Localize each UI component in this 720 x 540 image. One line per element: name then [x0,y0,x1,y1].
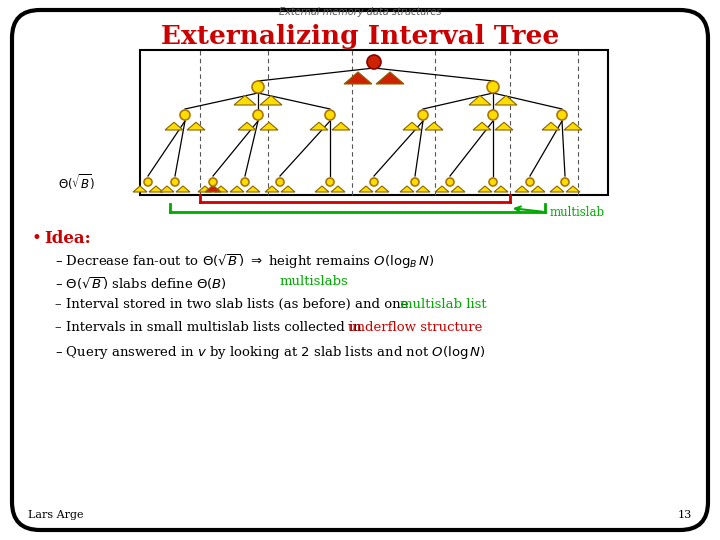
Polygon shape [344,72,372,84]
Polygon shape [478,186,492,192]
Circle shape [487,81,499,93]
Polygon shape [359,186,373,192]
Circle shape [171,178,179,186]
Polygon shape [265,186,279,192]
Polygon shape [376,72,404,84]
Polygon shape [332,122,350,130]
Polygon shape [310,122,328,130]
Polygon shape [531,186,545,192]
Text: 13: 13 [678,510,692,520]
Polygon shape [214,186,228,192]
Polygon shape [246,186,260,192]
Polygon shape [205,185,221,192]
Text: – $\Theta(\sqrt{B})$ slabs define $\Theta(B)$: – $\Theta(\sqrt{B})$ slabs define $\Thet… [55,275,228,292]
Polygon shape [403,122,421,130]
Text: Externalizing Interval Tree: Externalizing Interval Tree [161,24,559,49]
Circle shape [276,178,284,186]
Polygon shape [435,186,449,192]
Polygon shape [260,122,278,130]
Polygon shape [234,96,256,105]
Polygon shape [160,186,174,192]
Polygon shape [187,122,205,130]
Polygon shape [473,122,491,130]
Circle shape [418,110,428,120]
Polygon shape [133,186,147,192]
Text: – Query answered in $v$ by looking at $2$ slab lists and not $O(\log N)$: – Query answered in $v$ by looking at $2… [55,344,486,361]
Text: $\Theta(\sqrt{B})$: $\Theta(\sqrt{B})$ [58,172,95,192]
Circle shape [144,178,152,186]
Polygon shape [260,96,282,105]
Text: Idea:: Idea: [44,230,91,247]
Polygon shape [230,186,244,192]
Circle shape [253,110,263,120]
Polygon shape [198,186,212,192]
Polygon shape [515,186,529,192]
Text: Lars Arge: Lars Arge [28,510,84,520]
Circle shape [180,110,190,120]
Polygon shape [165,122,183,130]
Polygon shape [550,186,564,192]
Circle shape [252,81,264,93]
Text: multislab: multislab [550,206,605,219]
Circle shape [367,55,381,69]
Text: – Interval stored in two slab lists (as before) and one: – Interval stored in two slab lists (as … [55,298,413,311]
Polygon shape [566,186,580,192]
Circle shape [411,178,419,186]
Circle shape [446,178,454,186]
Polygon shape [451,186,465,192]
Polygon shape [238,122,256,130]
Polygon shape [149,186,163,192]
Circle shape [325,110,335,120]
Polygon shape [375,186,389,192]
Bar [140,50,608,195]
Circle shape [209,178,217,186]
Text: multislabs: multislabs [280,275,348,288]
Polygon shape [469,96,491,105]
Polygon shape [495,96,517,105]
Polygon shape [176,186,190,192]
Circle shape [326,178,334,186]
Polygon shape [542,122,560,130]
Text: underflow structure: underflow structure [348,321,482,334]
Polygon shape [494,186,508,192]
Polygon shape [416,186,430,192]
Polygon shape [425,122,443,130]
Polygon shape [495,122,513,130]
Text: – Intervals in small multislab lists collected in: – Intervals in small multislab lists col… [55,321,366,334]
Polygon shape [315,186,329,192]
FancyBboxPatch shape [12,10,708,530]
Circle shape [526,178,534,186]
Polygon shape [400,186,414,192]
Circle shape [557,110,567,120]
Circle shape [241,178,249,186]
Circle shape [488,110,498,120]
Circle shape [561,178,569,186]
Text: multislab list: multislab list [400,298,487,311]
Polygon shape [281,186,295,192]
Text: External memory data structures: External memory data structures [279,7,441,17]
Polygon shape [331,186,345,192]
Circle shape [489,178,497,186]
Text: •: • [32,230,42,247]
Text: – Decrease fan-out to $\Theta(\sqrt{B})$ $\Rightarrow$ height remains $O(\log_B : – Decrease fan-out to $\Theta(\sqrt{B})$… [55,252,435,271]
Circle shape [370,178,378,186]
Polygon shape [564,122,582,130]
